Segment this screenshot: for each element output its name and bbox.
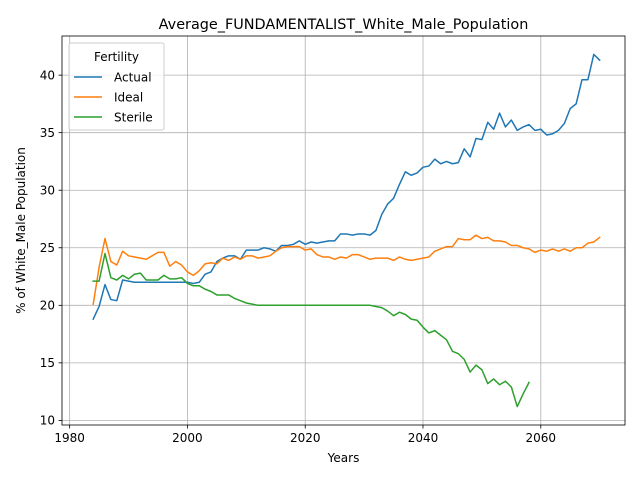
y-tick-label: 35 bbox=[40, 126, 55, 140]
x-tick-label: 1980 bbox=[54, 431, 85, 445]
plot-frame bbox=[61, 35, 626, 426]
x-axis-label: Years bbox=[327, 451, 360, 465]
x-tick-label: 2040 bbox=[408, 431, 439, 445]
y-tick-label: 10 bbox=[40, 414, 55, 428]
legend-title: Fertility bbox=[94, 50, 139, 64]
series-line-actual bbox=[92, 53, 601, 321]
legend-label-ideal: Ideal bbox=[114, 90, 143, 104]
y-tick-label: 30 bbox=[40, 184, 55, 198]
legend: Fertility Actual Ideal Sterile bbox=[68, 42, 165, 131]
x-axis: 1980 2000 2020 2040 2060 bbox=[54, 425, 556, 445]
x-tick-label: 2020 bbox=[290, 431, 321, 445]
y-axis: 10 15 20 25 30 35 40 bbox=[40, 68, 62, 428]
chart-title: Average_FUNDAMENTALIST_White_Male_Popula… bbox=[159, 17, 529, 33]
x-tick-label: 2060 bbox=[526, 431, 557, 445]
y-tick-label: 15 bbox=[40, 356, 55, 370]
y-tick-label: 40 bbox=[40, 68, 55, 82]
y-tick-label: 25 bbox=[40, 241, 55, 255]
y-tick-label: 20 bbox=[40, 299, 55, 313]
legend-box bbox=[68, 42, 165, 131]
series-lines bbox=[92, 53, 601, 408]
legend-label-sterile: Sterile bbox=[114, 110, 153, 124]
x-tick-label: 2000 bbox=[172, 431, 203, 445]
series-line-ideal bbox=[92, 234, 601, 306]
legend-label-actual: Actual bbox=[114, 70, 152, 84]
y-axis-label: % of White_Male Population bbox=[14, 147, 28, 314]
series-line-sterile bbox=[92, 252, 531, 408]
grid bbox=[62, 36, 625, 425]
